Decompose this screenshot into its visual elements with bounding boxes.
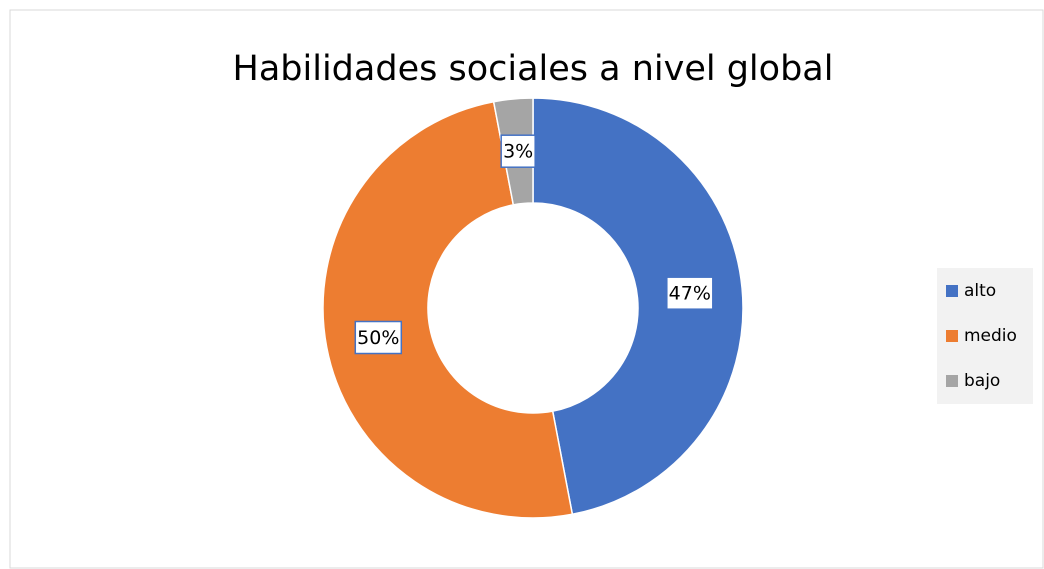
legend-swatch [946,375,958,387]
legend-swatch [946,285,958,297]
legend-label: bajo [964,371,1000,391]
donut-slice [532,97,744,516]
data-label: 47% [669,283,711,305]
data-label-box [354,320,403,355]
legend-swatch [946,330,958,342]
donut-slice [321,100,574,519]
data-label: 50% [357,327,399,349]
data-label: 3% [503,141,533,163]
data-label-box [666,276,714,310]
chart-title: Habilidades sociales a nivel global [233,49,834,89]
data-label-box [500,134,536,168]
legend-label: medio [964,326,1017,346]
legend-label: alto [964,281,996,301]
